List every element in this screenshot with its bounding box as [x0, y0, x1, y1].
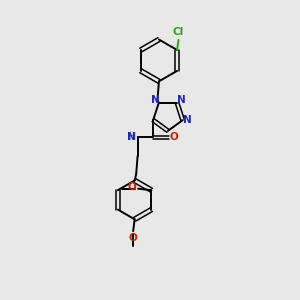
Text: O: O — [129, 233, 137, 243]
Text: N: N — [183, 115, 191, 125]
Text: Cl: Cl — [173, 27, 184, 38]
Text: N: N — [128, 132, 136, 142]
Text: N: N — [177, 95, 185, 105]
Text: H: H — [128, 132, 136, 142]
Text: O: O — [128, 182, 136, 193]
Text: N: N — [151, 95, 159, 105]
Text: O: O — [170, 133, 178, 142]
